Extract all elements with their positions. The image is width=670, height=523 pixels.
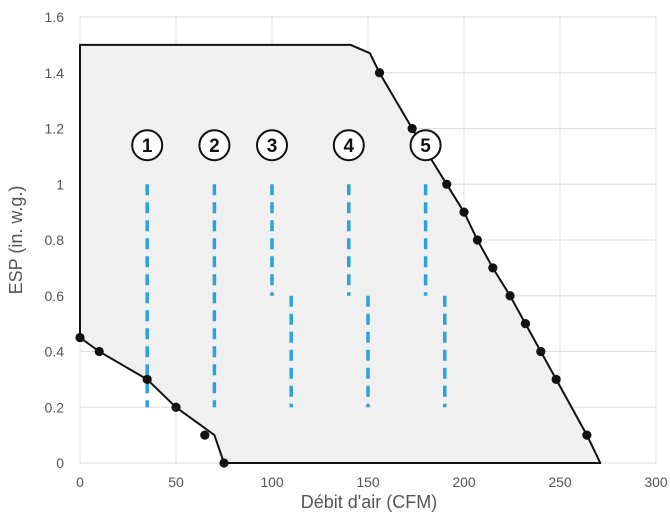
- data-point: [505, 291, 514, 300]
- y-tick-label: 0.8: [45, 232, 65, 248]
- y-tick-label: 0.4: [45, 344, 65, 360]
- x-axis-label: Débit d'air (CFM): [301, 492, 437, 512]
- data-point: [459, 208, 468, 217]
- y-tick-label: 1: [56, 176, 64, 192]
- envelope-area: [80, 45, 600, 463]
- data-point: [582, 431, 591, 440]
- data-point: [171, 403, 180, 412]
- data-point: [219, 458, 228, 467]
- annotation-marker-2: 2: [199, 130, 229, 160]
- data-point: [95, 347, 104, 356]
- annotation-label: 3: [267, 136, 278, 157]
- x-tick-label: 300: [644, 474, 668, 490]
- annotation-marker-1: 1: [132, 130, 162, 160]
- x-tick-label: 200: [452, 474, 476, 490]
- y-tick-label: 0: [56, 455, 64, 471]
- y-tick-label: 1.6: [45, 9, 65, 25]
- y-tick-label: 0.2: [45, 399, 65, 415]
- annotation-label: 1: [142, 136, 153, 157]
- data-point: [473, 235, 482, 244]
- annotation-marker-3: 3: [257, 130, 287, 160]
- y-axis-label: ESP (in. w.g.): [6, 186, 26, 295]
- data-point: [200, 431, 209, 440]
- data-point: [442, 180, 451, 189]
- annotation-label: 5: [420, 136, 431, 157]
- x-tick-label: 0: [76, 474, 84, 490]
- operating-envelope: [80, 45, 600, 463]
- data-point: [536, 347, 545, 356]
- x-tick-label: 150: [356, 474, 380, 490]
- x-tick-label: 250: [548, 474, 572, 490]
- data-point: [408, 124, 417, 133]
- x-tick-label: 50: [168, 474, 184, 490]
- x-tick-label: 100: [260, 474, 284, 490]
- data-point: [143, 375, 152, 384]
- annotation-label: 4: [344, 136, 355, 157]
- annotation-marker-5: 5: [411, 130, 441, 160]
- data-point: [521, 319, 530, 328]
- y-tick-label: 1.4: [45, 65, 65, 81]
- y-tick-label: 0.6: [45, 288, 65, 304]
- annotation-label: 2: [209, 136, 220, 157]
- data-point: [375, 68, 384, 77]
- data-point: [75, 333, 84, 342]
- annotation-marker-4: 4: [334, 130, 364, 160]
- data-point: [552, 375, 561, 384]
- y-tick-label: 1.2: [45, 121, 65, 137]
- data-point: [488, 263, 497, 272]
